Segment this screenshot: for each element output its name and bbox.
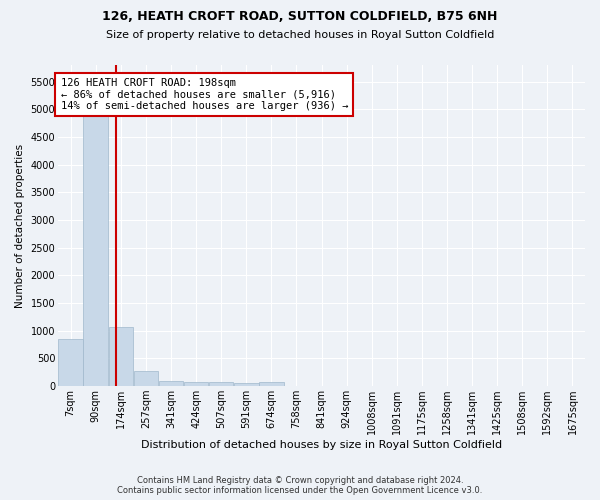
Bar (209, 382, 233, 386)
Bar (259, 382, 284, 386)
Y-axis label: Number of detached properties: Number of detached properties (15, 144, 25, 308)
Bar (134, 370, 158, 386)
Bar (234, 382, 259, 386)
Text: Contains HM Land Registry data © Crown copyright and database right 2024.
Contai: Contains HM Land Registry data © Crown c… (118, 476, 482, 495)
Bar (83, 80, 108, 386)
X-axis label: Distribution of detached houses by size in Royal Sutton Coldfield: Distribution of detached houses by size … (141, 440, 502, 450)
Bar (158, 381, 183, 386)
Bar (184, 382, 208, 386)
Bar (58, 339, 83, 386)
Text: 126 HEATH CROFT ROAD: 198sqm
← 86% of detached houses are smaller (5,916)
14% of: 126 HEATH CROFT ROAD: 198sqm ← 86% of de… (61, 78, 348, 111)
Text: 126, HEATH CROFT ROAD, SUTTON COLDFIELD, B75 6NH: 126, HEATH CROFT ROAD, SUTTON COLDFIELD,… (103, 10, 497, 23)
Text: Size of property relative to detached houses in Royal Sutton Coldfield: Size of property relative to detached ho… (106, 30, 494, 40)
Bar (109, 328, 133, 386)
